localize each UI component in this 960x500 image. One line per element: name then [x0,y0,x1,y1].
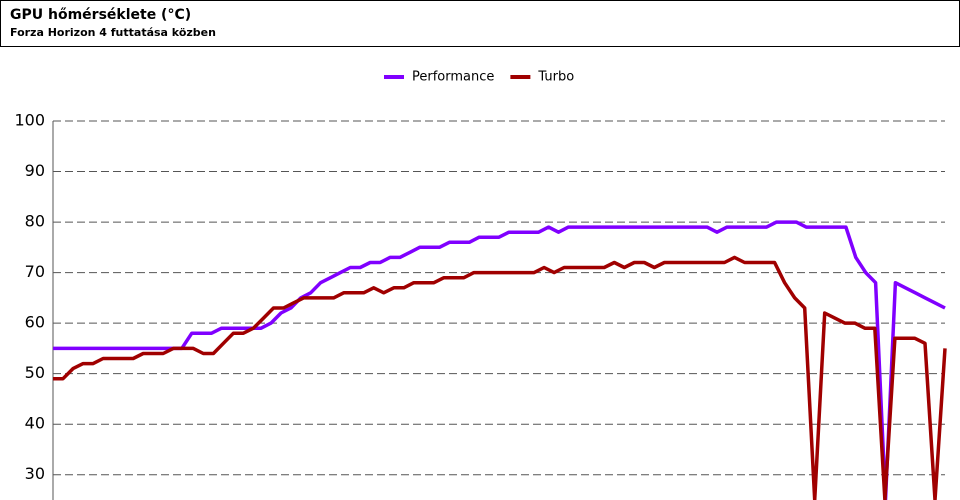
legend-label: Turbo [537,70,574,85]
y-tick-label: 100 [14,111,45,130]
y-tick-label: 30 [25,464,45,483]
chart-title: GPU hőmérséklete (°C) [10,7,191,23]
y-tick-label: 70 [25,262,45,281]
legend-label: Performance [412,70,494,85]
y-tick-label: 80 [25,212,45,231]
y-tick-label: 40 [25,414,45,433]
chart-subtitle: Forza Horizon 4 futtatása közben [10,26,216,39]
y-tick-label: 50 [25,363,45,382]
data-line [53,220,946,500]
y-tick-label: 90 [25,161,45,180]
y-tick-label: 60 [25,313,45,332]
title-box [0,0,960,47]
data-line [53,255,947,500]
